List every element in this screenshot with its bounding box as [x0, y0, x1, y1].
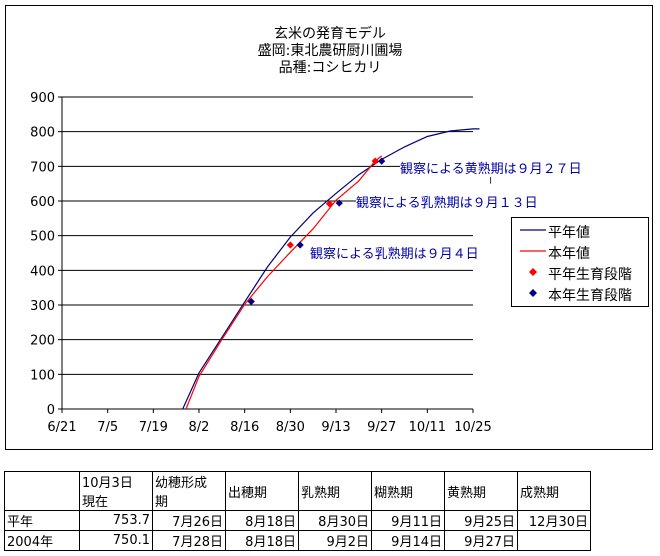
table-cell: 9月14日: [371, 530, 445, 551]
table-cell: 8月18日: [225, 530, 299, 551]
legend-item-heinen: 平年値: [512, 220, 648, 241]
table-cell: 8月30日: [298, 510, 372, 531]
stage-marker-honnen: [296, 241, 304, 249]
y-tick-label: 200: [30, 334, 55, 349]
legend-label: 平年値: [548, 225, 590, 241]
chart-title-line-3: 品種:コシヒカリ: [278, 60, 382, 76]
legend-label: 平年生育段階: [548, 267, 632, 283]
table-cell: 12月30日: [517, 510, 591, 531]
y-tick-label: 500: [30, 230, 55, 245]
table-cell: [517, 530, 591, 551]
stage-marker-heinen: [325, 200, 334, 208]
annotation-nyujuku-observed: 観察による乳熟期は９月１３日: [356, 192, 538, 211]
y-tick-label: 700: [30, 160, 55, 175]
plot-area: 0 100 200 300 400 500 600 700 800 900 6/21 7/5 7/19 8…: [30, 91, 492, 435]
header-label: 糊熟期: [374, 485, 414, 501]
annotation-nyujuku-observed-2: 観察による乳熟期は９月４日: [310, 243, 479, 262]
legend-item-heinen-stage: 平年生育段階: [512, 262, 648, 283]
y-tick-label: 900: [30, 91, 55, 106]
legend-label: 本年生育段階: [548, 288, 632, 304]
x-tick-label: 10/25: [454, 420, 491, 435]
legend-item-honnen-stage: 本年生育段階: [512, 283, 648, 304]
header-cell: [4, 471, 80, 511]
table-cell: 7月28日: [152, 530, 226, 551]
x-tick-label: 9/27: [367, 420, 396, 435]
table-row: 平年 753.7 7月26日 8月18日 8月30日 9月11日 9月25日 1…: [4, 510, 591, 531]
y-tick-label: 800: [30, 126, 55, 141]
header-label: 乳熟期: [301, 485, 341, 501]
series-line-honnen: [185, 155, 383, 410]
table-cell: 8月18日: [225, 510, 299, 531]
annotation-koujuku: 観察による黄熟期は９月２７日: [400, 158, 582, 177]
x-tick-label: 8/2: [189, 420, 210, 435]
x-tick-label: 8/16: [230, 420, 259, 435]
y-tick-label: 100: [30, 368, 55, 383]
table-cell: 750.1: [79, 530, 153, 551]
table-cell: 9月27日: [444, 530, 518, 551]
header-label: 10月3日 現在: [82, 476, 133, 510]
row-label: 平年: [4, 510, 80, 531]
table-header-row: 10月3日 現在 幼穂形成 期 出穂期 乳熟期 糊熟期 黄熟期 成熟期: [4, 471, 591, 511]
x-tick-label: 9/13: [321, 420, 350, 435]
stage-marker-honnen: [378, 157, 386, 165]
table-cell: 9月11日: [371, 510, 445, 531]
y-tick-label: 0: [47, 403, 55, 418]
header-label: 幼穂形成 期: [155, 476, 208, 510]
chart-frame: 玄米の発育モデル 盛岡:東北農研厨川圃場 品種:コシヒカリ 0 100 200 300…: [5, 5, 653, 450]
header-cell: 糊熟期: [371, 471, 445, 511]
header-cell: 幼穂形成 期: [152, 471, 226, 511]
x-tick-label: 8/30: [276, 420, 305, 435]
header-cell: 10月3日 現在: [79, 471, 153, 511]
row-label: 2004年: [4, 530, 80, 551]
y-tick-label: 300: [30, 299, 55, 314]
header-cell: 乳熟期: [298, 471, 372, 511]
header-label: 成熟期: [520, 485, 560, 501]
stage-marker-honnen: [335, 199, 343, 207]
header-label: 出穂期: [228, 485, 268, 501]
header-cell: 黄熟期: [444, 471, 518, 511]
chart-legend: 平年値 本年値 平年生育段階 本年生育段階: [511, 217, 649, 307]
y-tick-label: 600: [30, 195, 55, 210]
stage-marker-honnen: [247, 297, 255, 306]
series-line-heinen: [182, 128, 480, 410]
growth-stage-table: 10月3日 現在 幼穂形成 期 出穂期 乳熟期 糊熟期 黄熟期 成熟期 平年 7…: [4, 471, 591, 551]
table-cell: 9月25日: [444, 510, 518, 531]
x-tick-label: 7/19: [139, 420, 168, 435]
stage-marker-heinen: [371, 157, 379, 165]
stage-marker-heinen: [286, 241, 294, 249]
chart-title-line-2: 盛岡:東北農研厨川圃場: [257, 43, 403, 59]
legend-label: 本年値: [548, 246, 590, 262]
table-cell: 753.7: [79, 510, 153, 531]
y-tick-label: 400: [30, 264, 55, 279]
header-cell: 成熟期: [517, 471, 591, 511]
table-cell: 7月26日: [152, 510, 226, 531]
x-tick-label: 6/21: [47, 420, 76, 435]
header-cell: 出穂期: [225, 471, 299, 511]
table-row: 2004年 750.1 7月28日 8月18日 9月2日 9月14日 9月27日: [4, 530, 591, 551]
table-cell: 9月2日: [298, 530, 372, 551]
x-tick-label: 10/11: [409, 420, 446, 435]
header-label: 黄熟期: [447, 485, 487, 501]
chart-title-line-1: 玄米の発育モデル: [274, 26, 386, 42]
x-tick-label: 7/5: [97, 420, 118, 435]
legend-item-honnen: 本年値: [512, 241, 648, 262]
